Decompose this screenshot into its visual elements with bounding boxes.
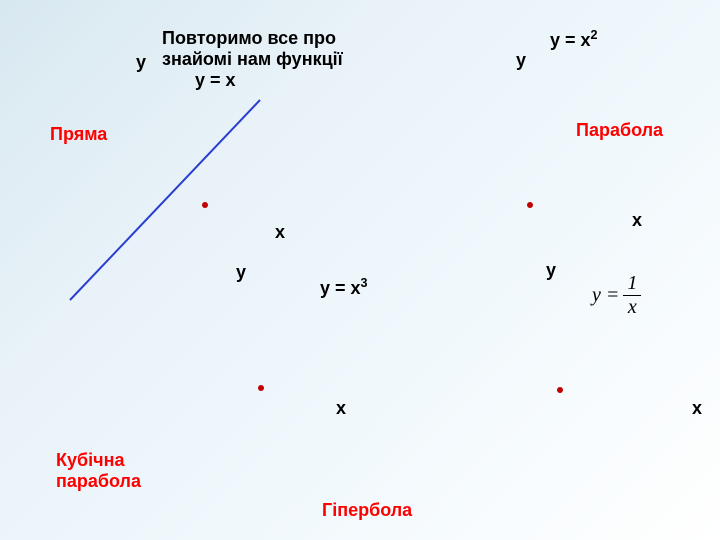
parabola-origin-dot (527, 202, 533, 208)
parabola-curve-name: Парабола (576, 120, 663, 141)
parabola-func-text: у = х (550, 30, 591, 50)
hyperbola-x-axis-label: х (692, 398, 702, 419)
hyperbola-curve-name: Гіпербола (322, 500, 412, 521)
hyperbola-y-axis-label: у (546, 260, 556, 281)
cubic-origin-dot (258, 385, 264, 391)
cubic-curve-name: Кубічна парабола (56, 450, 186, 492)
parabola-x-axis-label: х (632, 210, 642, 231)
cubic-func-text: у = х (320, 278, 361, 298)
line-func-label: у = х (195, 70, 236, 91)
line-y-axis-label: у (136, 52, 146, 73)
hyperbola-den: x (623, 296, 641, 319)
hyperbola-origin-dot (557, 387, 563, 393)
parabola-func-label: у = х2 (550, 28, 598, 51)
cubic-func-label: у = х3 (320, 276, 368, 299)
hyperbola-func-label: y =1x (592, 272, 641, 319)
hyperbola-frac: 1x (623, 272, 641, 319)
line-graph (60, 80, 280, 310)
cubic-func-sup: 3 (361, 276, 368, 290)
page-title: Повторимо все про знайомі нам функції (162, 28, 392, 70)
parabola-func-sup: 2 (591, 28, 598, 42)
line-curve-name: Пряма (50, 124, 107, 145)
line-origin-dot (202, 202, 208, 208)
hyperbola-eq: y = (592, 284, 619, 307)
cubic-x-axis-label: х (336, 398, 346, 419)
line-x-axis-label: х (275, 222, 285, 243)
hyperbola-num: 1 (623, 272, 641, 296)
parabola-y-axis-label: у (516, 50, 526, 71)
cubic-y-axis-label: у (236, 262, 246, 283)
